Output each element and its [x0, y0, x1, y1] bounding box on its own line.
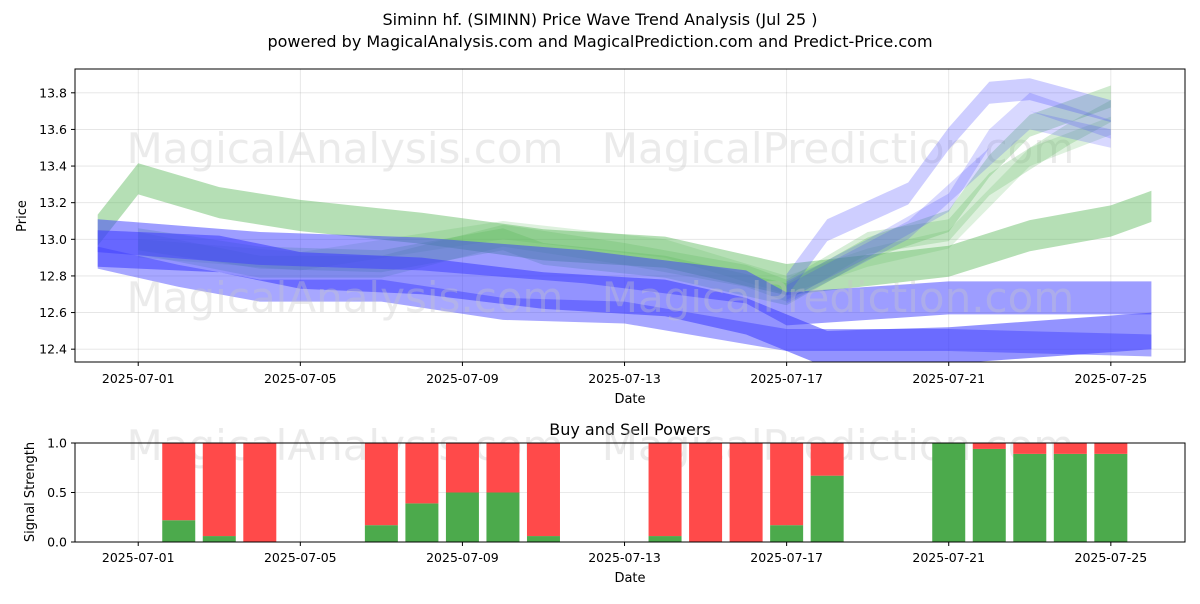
power-y-label: Signal Strength: [23, 442, 38, 542]
price-y-tick-label: 13.0: [39, 232, 67, 247]
sell-power-bar: [648, 443, 682, 537]
price-y-tick-label: 13.2: [39, 195, 67, 210]
buy-power-bar: [202, 536, 236, 542]
power-x-tick-label: 2025-07-25: [1075, 550, 1148, 565]
sell-power-bar: [1094, 443, 1128, 454]
power-x-tick-label: 2025-07-05: [264, 550, 337, 565]
buy-power-bar: [972, 448, 1006, 542]
price-x-tick-label: 2025-07-09: [426, 371, 499, 386]
buy-power-bar: [648, 536, 682, 542]
sell-power-bar: [526, 443, 560, 537]
price-y-tick-label: 12.8: [39, 268, 67, 283]
sell-power-bar: [243, 443, 277, 542]
power-x-tick-label: 2025-07-01: [102, 550, 175, 565]
buy-power-bar: [770, 525, 804, 542]
power-x-ticks: 2025-07-01 2025-07-05 2025-07-09 2025-07-13…: [102, 542, 1147, 565]
buy-power-bar: [810, 475, 844, 542]
buy-power-bar: [1094, 453, 1128, 542]
wave-bands: [97, 78, 1152, 362]
wave-band-blue: [786, 111, 1111, 304]
power-x-tick-label: 2025-07-13: [588, 550, 661, 565]
price-y-tick-label: 12.6: [39, 305, 67, 320]
power-title: Buy and Sell Powers: [549, 420, 711, 439]
price-x-label: Date: [614, 392, 645, 407]
sell-power-bar: [729, 443, 763, 542]
price-x-tick-label: 2025-07-05: [264, 371, 337, 386]
price-x-tick-label: 2025-07-21: [912, 371, 985, 386]
wave-band-green: [138, 85, 1111, 306]
price-y-tick-label: 13.4: [39, 159, 67, 174]
price-y-tick-label: 13.8: [39, 85, 67, 100]
wave-band-green: [97, 163, 1152, 296]
buy-power-bar: [526, 536, 560, 542]
buy-power-bar: [1013, 453, 1047, 542]
sell-power-bar: [405, 443, 439, 504]
wave-band-blue: [97, 219, 1152, 326]
chart-subtitle: powered by MagicalAnalysis.com and Magic…: [267, 32, 932, 51]
wave-band-blue: [786, 92, 1111, 300]
power-y-ticks: 0.0 0.5 1.0: [47, 436, 75, 550]
buy-power-bar: [486, 492, 520, 542]
wave-band-blue: [97, 246, 1152, 357]
power-y-tick-label: 0.0: [47, 535, 67, 550]
sell-power-bar: [1053, 443, 1087, 454]
watermark-prediction-top: MagicalPrediction.com: [602, 124, 1075, 173]
watermark-analysis-top: MagicalAnalysis.com: [127, 124, 564, 173]
power-x-tick-label: 2025-07-21: [912, 550, 985, 565]
wave-band-green: [138, 100, 1111, 302]
sell-power-bar: [810, 443, 844, 476]
power-panel: Buy and Sell Powers MagicalAnalysis.com …: [23, 420, 1186, 586]
power-y-tick-label: 0.5: [47, 485, 67, 500]
price-y-tick-label: 12.4: [39, 342, 67, 357]
buy-power-bar: [162, 520, 196, 542]
sell-power-bar: [486, 443, 520, 493]
sell-power-bar: [202, 443, 236, 537]
price-y-label: Price: [15, 200, 30, 232]
sell-power-bar: [162, 443, 196, 521]
price-panel-frame: [74, 68, 1186, 363]
watermark-analysis-mid: MagicalAnalysis.com: [127, 273, 564, 322]
watermark-prediction-mid: MagicalPrediction.com: [602, 273, 1075, 322]
buy-power-bar: [364, 525, 398, 542]
wave-band-blue: [786, 78, 1111, 297]
power-x-label: Date: [614, 571, 645, 586]
buy-power-bar: [405, 503, 439, 542]
price-x-tick-label: 2025-07-25: [1075, 371, 1148, 386]
price-panel: MagicalAnalysis.com MagicalPrediction.co…: [15, 68, 1186, 407]
sell-power-bar: [972, 443, 1006, 449]
buy-power-bar: [445, 492, 479, 542]
power-x-tick-label: 2025-07-09: [426, 550, 499, 565]
power-bars: [162, 443, 1128, 542]
power-x-tick-label: 2025-07-17: [750, 550, 823, 565]
sell-power-bar: [364, 443, 398, 526]
buy-power-bar: [932, 443, 966, 542]
sell-power-bar: [1013, 443, 1047, 454]
price-x-tick-label: 2025-07-17: [750, 371, 823, 386]
price-x-ticks: 2025-07-01 2025-07-05 2025-07-09 2025-07-13…: [102, 362, 1147, 386]
buy-power-bar: [1053, 453, 1087, 542]
price-x-tick-label: 2025-07-01: [102, 371, 175, 386]
sell-power-bar: [689, 443, 723, 542]
price-y-tick-label: 13.6: [39, 122, 67, 137]
chart-title: Siminn hf. (SIMINN) Price Wave Trend Ana…: [382, 10, 817, 29]
price-y-ticks: 12.4 12.6 12.8 13.0 13.2 13.4 13.6 13.8: [39, 85, 75, 357]
sell-power-bar: [770, 443, 804, 526]
sell-power-bar: [445, 443, 479, 493]
power-y-tick-label: 1.0: [47, 436, 67, 451]
price-x-tick-label: 2025-07-13: [588, 371, 661, 386]
